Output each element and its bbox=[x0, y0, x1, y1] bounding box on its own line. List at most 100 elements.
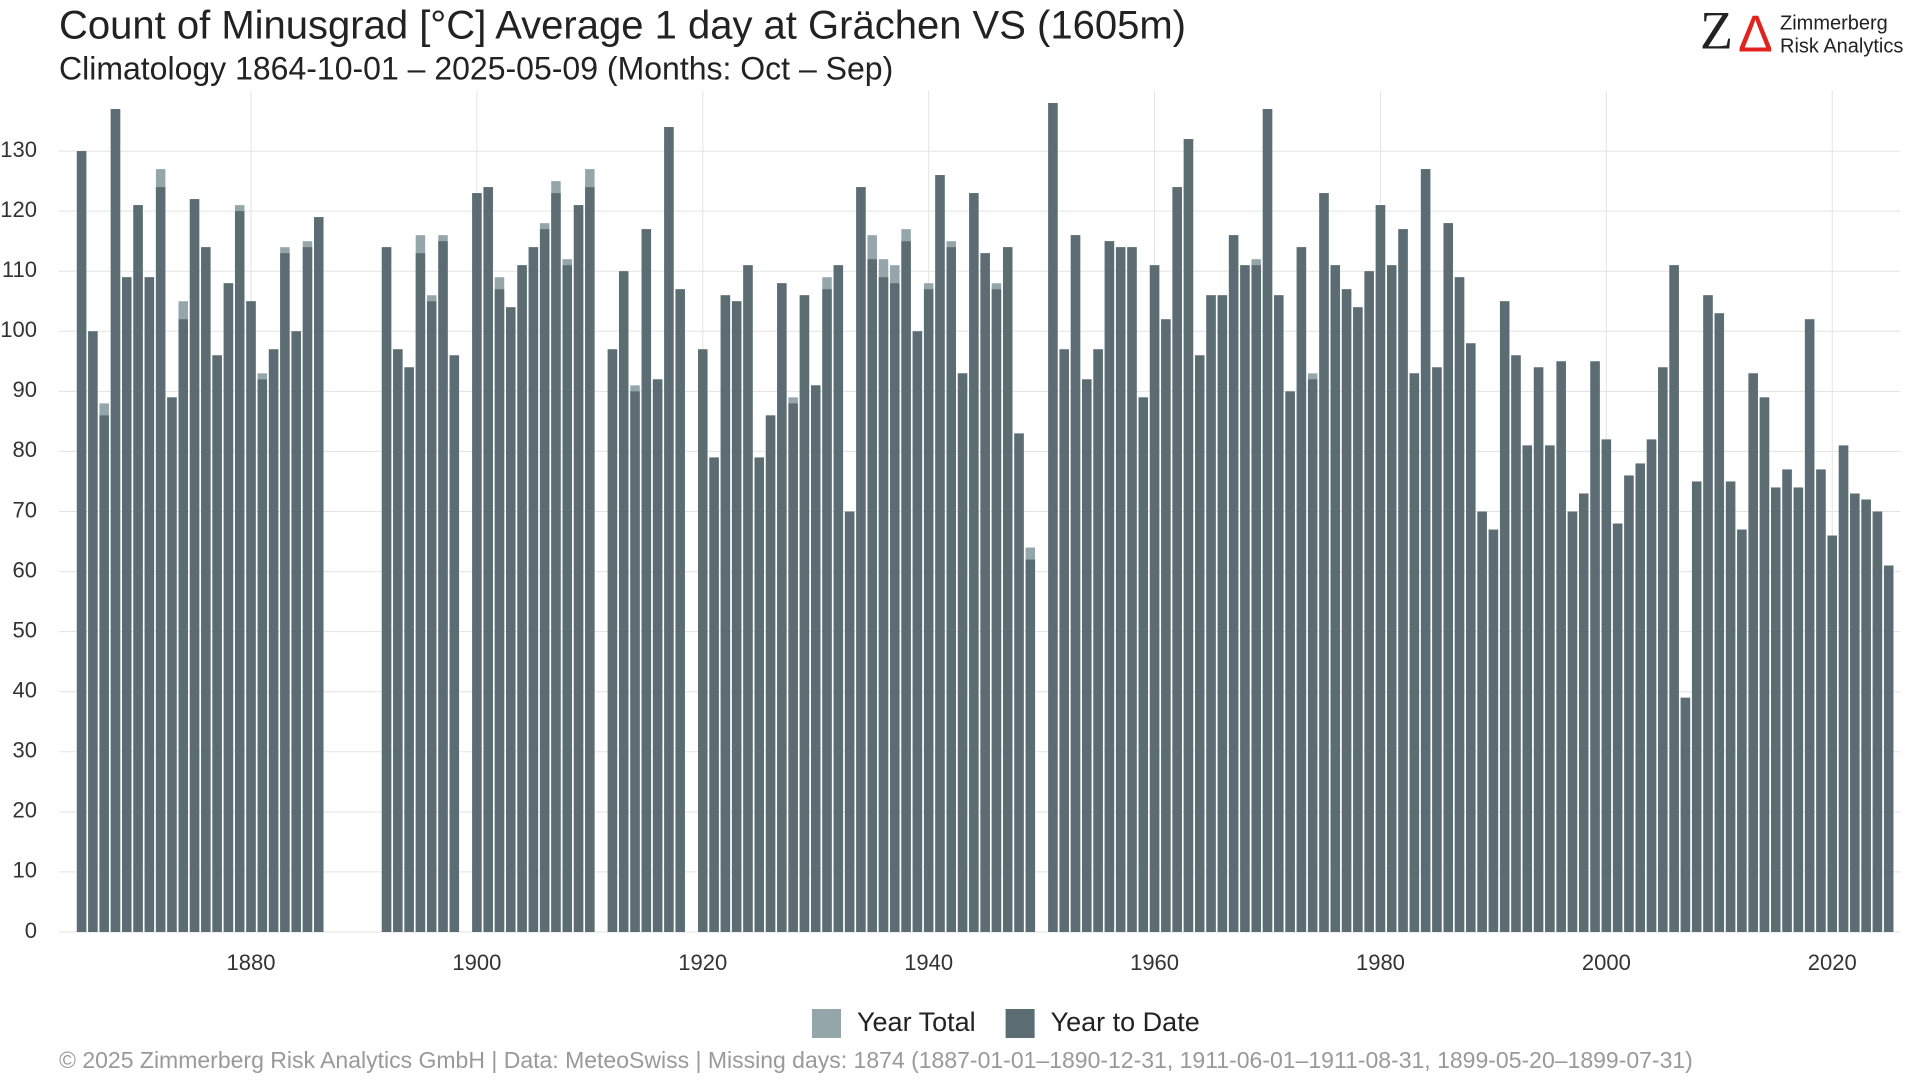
bar bbox=[1296, 247, 1307, 932]
bar bbox=[969, 193, 979, 932]
bar bbox=[381, 247, 392, 932]
bar bbox=[1737, 529, 1747, 932]
bar bbox=[1748, 373, 1758, 933]
bar bbox=[1127, 247, 1137, 932]
bar bbox=[551, 193, 561, 932]
bar bbox=[178, 319, 188, 932]
legend-label: Year Total bbox=[857, 1007, 976, 1037]
bar bbox=[1183, 139, 1194, 933]
bar bbox=[1002, 247, 1013, 932]
bar bbox=[878, 277, 889, 932]
bar bbox=[1533, 367, 1544, 932]
bar bbox=[810, 385, 821, 933]
bar bbox=[167, 397, 177, 933]
bar bbox=[393, 349, 403, 932]
y-tick-label: 90 bbox=[13, 377, 37, 402]
bar bbox=[1025, 559, 1036, 932]
bar bbox=[1872, 511, 1883, 932]
bar bbox=[980, 253, 990, 932]
bar bbox=[1454, 277, 1465, 932]
bar bbox=[1409, 373, 1420, 933]
bar bbox=[1375, 205, 1386, 932]
bar bbox=[856, 187, 866, 933]
bar bbox=[1262, 109, 1273, 933]
bar bbox=[1624, 475, 1634, 932]
bar bbox=[1285, 391, 1295, 932]
bar bbox=[573, 205, 584, 932]
bar bbox=[1093, 349, 1103, 932]
bar bbox=[449, 355, 460, 932]
bar bbox=[1420, 169, 1431, 933]
bar bbox=[438, 241, 448, 932]
bar bbox=[1330, 265, 1341, 932]
bar bbox=[991, 289, 1002, 932]
bar bbox=[1556, 361, 1566, 933]
legend-label: Year to Date bbox=[1051, 1007, 1200, 1037]
y-tick-label: 60 bbox=[13, 557, 37, 582]
bar bbox=[1048, 103, 1058, 932]
bar bbox=[1725, 481, 1736, 932]
bar bbox=[1319, 193, 1329, 932]
bar bbox=[1443, 223, 1453, 932]
bar bbox=[1635, 463, 1645, 932]
x-tick-label: 2020 bbox=[1808, 950, 1857, 975]
bar bbox=[630, 391, 640, 932]
bar bbox=[1782, 469, 1792, 932]
bar bbox=[1172, 187, 1182, 933]
bar bbox=[223, 283, 234, 932]
bar bbox=[1138, 397, 1149, 933]
bar bbox=[1364, 271, 1374, 932]
bar bbox=[494, 289, 505, 932]
bar bbox=[822, 289, 832, 932]
bar bbox=[1612, 523, 1623, 932]
bar bbox=[1567, 511, 1578, 932]
bar bbox=[1488, 529, 1499, 932]
bar bbox=[1511, 355, 1521, 932]
bar bbox=[1082, 379, 1092, 932]
bar bbox=[472, 193, 482, 932]
bar bbox=[212, 355, 222, 932]
bar bbox=[1861, 499, 1871, 932]
bar bbox=[1014, 433, 1024, 932]
bar bbox=[844, 511, 855, 932]
chart-subtitle: Climatology 1864-10-01 – 2025-05-09 (Mon… bbox=[59, 50, 893, 86]
y-tick-label: 110 bbox=[2, 257, 37, 282]
logo-name: Zimmerberg bbox=[1780, 12, 1888, 34]
bar bbox=[1274, 295, 1284, 932]
bar bbox=[257, 379, 268, 932]
x-tick-label: 1960 bbox=[1130, 950, 1179, 975]
bar bbox=[1850, 493, 1860, 932]
bar bbox=[1240, 265, 1250, 932]
bar bbox=[76, 151, 87, 933]
bar bbox=[743, 265, 753, 932]
bar bbox=[1398, 229, 1408, 932]
bar bbox=[1161, 319, 1171, 932]
bar bbox=[1601, 439, 1612, 932]
y-tick-label: 0 bbox=[25, 918, 37, 943]
bar bbox=[110, 109, 121, 933]
bar bbox=[1816, 469, 1826, 932]
bar bbox=[867, 259, 877, 932]
bar bbox=[1680, 697, 1691, 932]
bar bbox=[1579, 493, 1589, 932]
bar bbox=[1838, 445, 1849, 932]
y-tick-label: 20 bbox=[13, 798, 37, 823]
bar bbox=[1217, 295, 1228, 932]
y-tick-label: 10 bbox=[13, 858, 37, 883]
bar bbox=[1827, 535, 1837, 932]
bar bbox=[1307, 379, 1318, 932]
bar bbox=[404, 367, 414, 932]
bar bbox=[1658, 367, 1668, 932]
bar bbox=[539, 229, 550, 932]
logo-name: Risk Analytics bbox=[1780, 35, 1903, 57]
bar bbox=[1759, 397, 1770, 933]
bar bbox=[1545, 445, 1555, 932]
bar bbox=[664, 127, 674, 933]
x-tick-label: 2000 bbox=[1582, 950, 1631, 975]
x-tick-label: 1980 bbox=[1356, 950, 1405, 975]
bar bbox=[314, 217, 324, 932]
bar bbox=[890, 283, 900, 932]
bar bbox=[280, 253, 290, 932]
x-tick-label: 1900 bbox=[452, 950, 501, 975]
